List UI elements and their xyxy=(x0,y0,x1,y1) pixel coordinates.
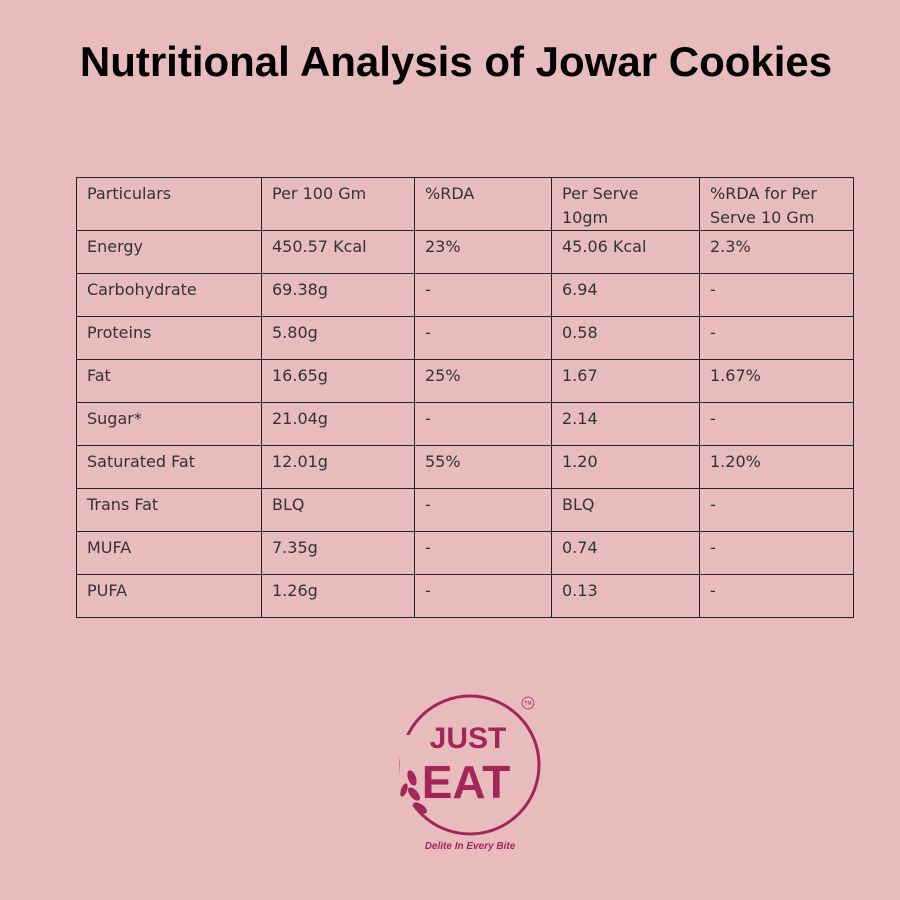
table-cell: 16.65g xyxy=(261,359,415,403)
table-cell: Saturated Fat xyxy=(76,445,262,489)
table-cell: Energy xyxy=(76,230,262,274)
table-cell: 1.26g xyxy=(261,574,415,618)
table-cell: Trans Fat xyxy=(76,488,262,532)
table-cell: - xyxy=(699,488,854,532)
table-cell: 55% xyxy=(414,445,552,489)
table-row: Proteins 5.80g -0.58- xyxy=(76,316,854,360)
table-cell: 6.94 xyxy=(551,273,700,317)
header-cell: %RDA xyxy=(414,177,552,231)
table-cell: - xyxy=(414,574,552,618)
header-cell: Particulars xyxy=(76,177,262,231)
table-cell: Fat xyxy=(76,359,262,403)
table-row: MUFA 7.35g -0.74- xyxy=(76,531,854,575)
table-cell: - xyxy=(414,316,552,360)
logo-line1: JUST xyxy=(430,722,507,755)
table-cell: 0.13 xyxy=(551,574,700,618)
table-cell: Sugar* xyxy=(76,402,262,446)
table-cell: 2.14 xyxy=(551,402,700,446)
title: Nutritional Analysis of Jowar Cookies xyxy=(79,38,833,85)
table-row: PUFA 1.26g -0.13- xyxy=(76,574,854,618)
table-row: Sugar* 21.04g -2.14- xyxy=(76,402,854,446)
table-cell: 0.58 xyxy=(551,316,700,360)
header-cell: Per Serve 10gm xyxy=(551,177,700,231)
table-cell: PUFA xyxy=(76,574,262,618)
table-cell: 1.20% xyxy=(699,445,854,489)
table-cell: 1.67% xyxy=(699,359,854,403)
table-cell: 1.20 xyxy=(551,445,700,489)
table-cell: MUFA xyxy=(76,531,262,575)
table-cell: Carbohydrate xyxy=(76,273,262,317)
logo: JUST EAT TM Delite In Every Bite xyxy=(399,694,541,852)
table-cell: 2.3% xyxy=(699,230,854,274)
table-cell: - xyxy=(414,273,552,317)
table-row: Fat 16.65g 25% 1.67 1.67% xyxy=(76,359,854,403)
table-cell: - xyxy=(699,574,854,618)
tm-circle xyxy=(521,696,535,710)
wheat-icon xyxy=(400,770,427,814)
table-cell: 21.04g xyxy=(261,402,415,446)
table-cell: - xyxy=(414,402,552,446)
table-cell: 0.74 xyxy=(551,531,700,575)
table-cell: 5.80g xyxy=(261,316,415,360)
logo-trademark: TM xyxy=(523,701,531,707)
logo-tagline: Delite In Every Bite xyxy=(425,841,516,852)
header-row: Particulars Per 100 Gm %RDA Per Serve 10gm%… xyxy=(76,177,854,231)
table-cell: 69.38g xyxy=(261,273,415,317)
table-row: Saturated Fat 12.01g 55% 1.20 1.20% xyxy=(76,445,854,489)
table-cell: 7.35g xyxy=(261,531,415,575)
table-row: Energy 450.57 Kcal 23% 45.06 Kcal 2.3% xyxy=(76,230,854,274)
table-row: Trans Fat BLQ - BLQ - xyxy=(76,488,854,532)
table-cell: 25% xyxy=(414,359,552,403)
table-cell: Proteins xyxy=(76,316,262,360)
table-cell: - xyxy=(699,273,854,317)
table-cell: BLQ xyxy=(551,488,700,532)
table-cell: - xyxy=(699,316,854,360)
table-cell: 1.67 xyxy=(551,359,700,403)
table-row: Carbohydrate 69.38g -6.94- xyxy=(76,273,854,317)
table-cell: BLQ xyxy=(261,488,415,532)
table-cell: 450.57 Kcal xyxy=(261,230,415,274)
logo-line2: EAT xyxy=(422,756,511,808)
table-cell: 12.01g xyxy=(261,445,415,489)
nutrition-table: Particulars Per 100 Gm %RDA Per Serve 10gm%… xyxy=(76,177,854,618)
table-cell: 45.06 Kcal xyxy=(551,230,700,274)
table-cell: 23% xyxy=(414,230,552,274)
table-cell: - xyxy=(699,531,854,575)
header-cell: Per 100 Gm xyxy=(261,177,415,231)
table-cell: - xyxy=(699,402,854,446)
header-cell: %RDA for Per Serve 10 Gm xyxy=(699,177,854,231)
table-cell: - xyxy=(414,531,552,575)
table-cell: - xyxy=(414,488,552,532)
